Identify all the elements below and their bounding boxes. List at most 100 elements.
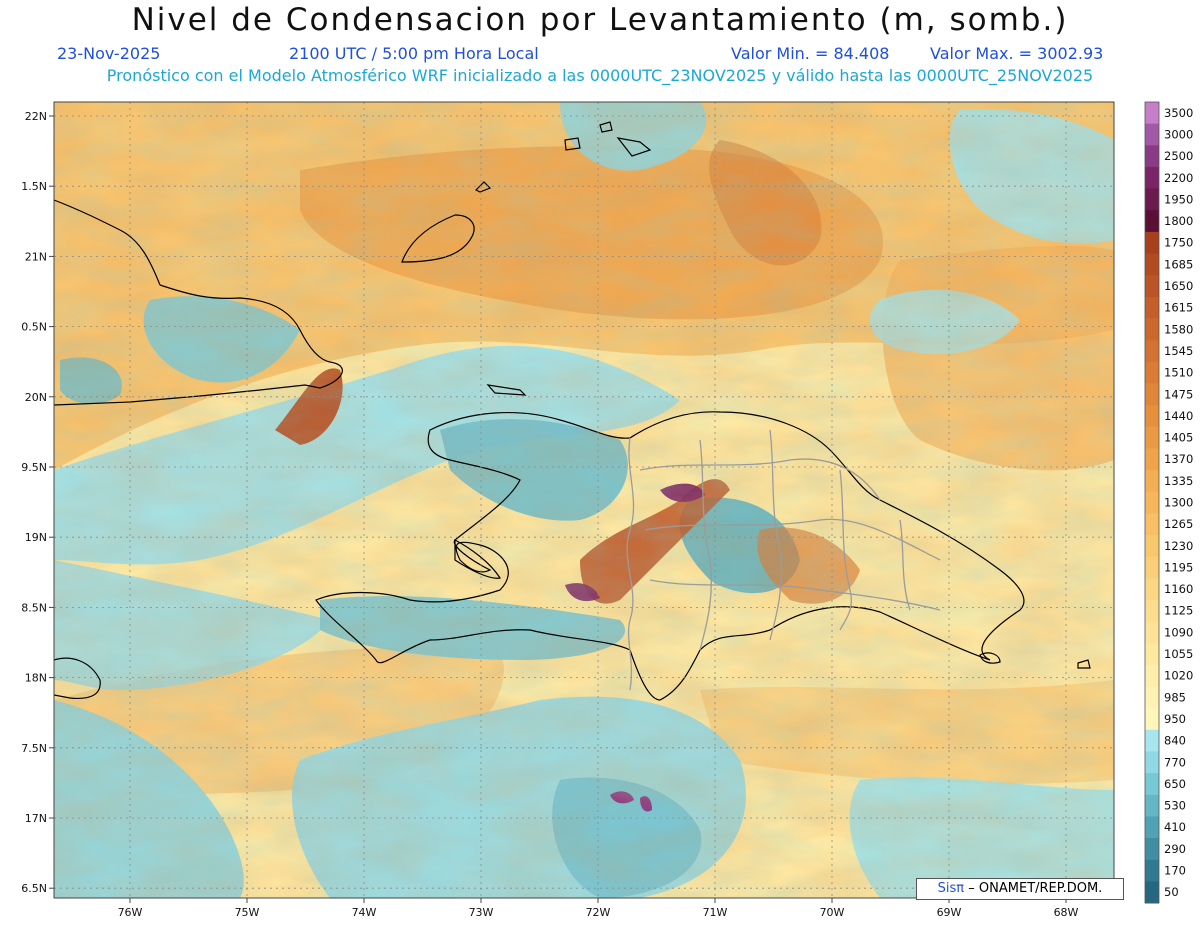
colorbar-swatch — [1145, 859, 1159, 882]
lon-tick-label: 68W — [1054, 906, 1079, 919]
lat-tick-label: 9.5N — [21, 461, 47, 474]
colorbar-label: 2200 — [1164, 171, 1193, 185]
cay-ne-2 — [564, 137, 581, 151]
colorbar-label: 1300 — [1164, 496, 1193, 510]
colorbar-label: 1335 — [1164, 474, 1193, 488]
map-title: Nivel de Condensacion por Levantamiento … — [131, 2, 1069, 38]
border-haiti-dr — [626, 437, 635, 691]
cuba-south-coast — [54, 384, 321, 406]
coastlines — [54, 121, 1091, 701]
lat-tick-label: 6.5N — [21, 882, 47, 895]
colorbar-swatch — [1145, 296, 1159, 319]
colorbar-swatch — [1145, 794, 1159, 817]
credit-box: Sisπ – ONAMET/REP.DOM. — [916, 878, 1124, 900]
mona-island — [1077, 659, 1091, 669]
colorbar-swatch — [1145, 751, 1159, 774]
colorbar-swatch — [1145, 578, 1159, 601]
colorbar-swatch — [1145, 448, 1159, 471]
cuba-north-coast — [159, 284, 343, 389]
inagua-island — [401, 214, 475, 263]
colorbar-swatch — [1145, 513, 1159, 536]
colorbar-swatch — [1145, 664, 1159, 688]
lat-tick-label: 19N — [25, 531, 47, 544]
province-line-3 — [649, 579, 941, 611]
province-borders — [626, 429, 941, 691]
lat-tick-label: 7.5N — [21, 742, 47, 755]
min-value: Valor Min. = 84.408 — [731, 44, 890, 63]
gonave-island — [454, 538, 501, 579]
colorbar-label: 1160 — [1164, 582, 1193, 596]
province-line-7 — [899, 519, 911, 611]
colorbar-swatch — [1145, 166, 1159, 190]
colorbar-label: 1090 — [1164, 625, 1193, 639]
colorbar-label: 1685 — [1164, 257, 1193, 271]
lon-tick-label: 70W — [820, 906, 845, 919]
latitude-labels: 22N 1.5N 21N 0.5N 20N 9.5N 19N 8.5N 18N 7.5N 17N 6.… — [21, 110, 54, 895]
lon-tick-label: 71W — [703, 906, 728, 919]
province-line-2 — [644, 518, 941, 561]
colorbar-label: 3000 — [1164, 127, 1193, 141]
province-line-4 — [699, 439, 713, 651]
model-info: Pronóstico con el Modelo Atmosférico WRF… — [106, 66, 1094, 85]
colorbar-swatch — [1145, 470, 1159, 493]
lat-tick-label: 18N — [25, 672, 47, 685]
colorbar-swatch — [1145, 599, 1159, 623]
colorbar-swatch — [1145, 231, 1159, 255]
province-line-1 — [639, 458, 881, 501]
colorbar-swatch — [1145, 383, 1159, 406]
hispaniola-coast — [315, 411, 1025, 701]
province-line-5 — [769, 429, 783, 641]
colorbar-swatch — [1145, 773, 1159, 796]
colorbar-label: 1440 — [1164, 409, 1193, 423]
lon-tick-label: 72W — [586, 906, 611, 919]
colorbar-label: 290 — [1164, 842, 1186, 856]
colorbar-label: 1125 — [1164, 604, 1193, 618]
province-line-6 — [839, 469, 852, 631]
forecast-date: 23-Nov-2025 — [57, 44, 161, 63]
colorbar-label: 50 — [1164, 885, 1179, 899]
colorbar-label: 2500 — [1164, 149, 1193, 163]
colorbar-label: 1800 — [1164, 214, 1193, 228]
colorbar-swatch — [1145, 491, 1159, 514]
colorbar-label: 1750 — [1164, 236, 1193, 250]
colorbar-swatch — [1145, 318, 1159, 341]
credit-org: – ONAMET/REP.DOM. — [968, 881, 1103, 896]
cay-ne-1 — [599, 121, 613, 133]
saona-island — [979, 652, 1001, 664]
colorbar-swatch — [1145, 145, 1159, 168]
colorbar-label: 985 — [1164, 690, 1186, 704]
cay-north — [474, 181, 492, 193]
colorbar-label: 530 — [1164, 799, 1186, 813]
colorbar-swatch — [1145, 643, 1159, 666]
jamaica-coast — [54, 657, 101, 700]
colorbar-swatch — [1145, 405, 1159, 428]
colorbar-swatch — [1145, 102, 1159, 125]
lat-tick-label: 8.5N — [21, 601, 47, 614]
lat-tick-label: 1.5N — [21, 180, 47, 193]
caicos — [616, 137, 652, 157]
colorbar-swatch — [1145, 361, 1159, 384]
lon-tick-label: 73W — [469, 906, 494, 919]
colorbar-swatch — [1145, 729, 1159, 752]
texture-cyan — [54, 102, 1114, 898]
colorbar-label: 1405 — [1164, 431, 1193, 445]
colorbar-swatch — [1145, 275, 1159, 298]
colorbar-frame — [1144, 101, 1160, 904]
colorbar-label: 1195 — [1164, 560, 1193, 574]
colorbar-swatch — [1145, 253, 1159, 276]
colorbar-swatch — [1145, 556, 1159, 579]
colorbar-label: 770 — [1164, 755, 1186, 769]
colorbar-swatch — [1145, 816, 1159, 839]
lat-tick-label: 21N — [25, 250, 47, 263]
colorbar-swatch — [1145, 621, 1159, 644]
lon-tick-label: 76W — [118, 906, 143, 919]
colorbar-label: 1020 — [1164, 669, 1193, 683]
colorbar-label: 1055 — [1164, 647, 1193, 661]
colorbar-swatch — [1145, 123, 1159, 146]
map-field — [54, 102, 1114, 898]
colorbar-label: 170 — [1164, 864, 1186, 878]
lat-tick-label: 0.5N — [21, 321, 47, 334]
colorbar-swatch — [1145, 188, 1159, 211]
lon-tick-label: 74W — [352, 906, 377, 919]
